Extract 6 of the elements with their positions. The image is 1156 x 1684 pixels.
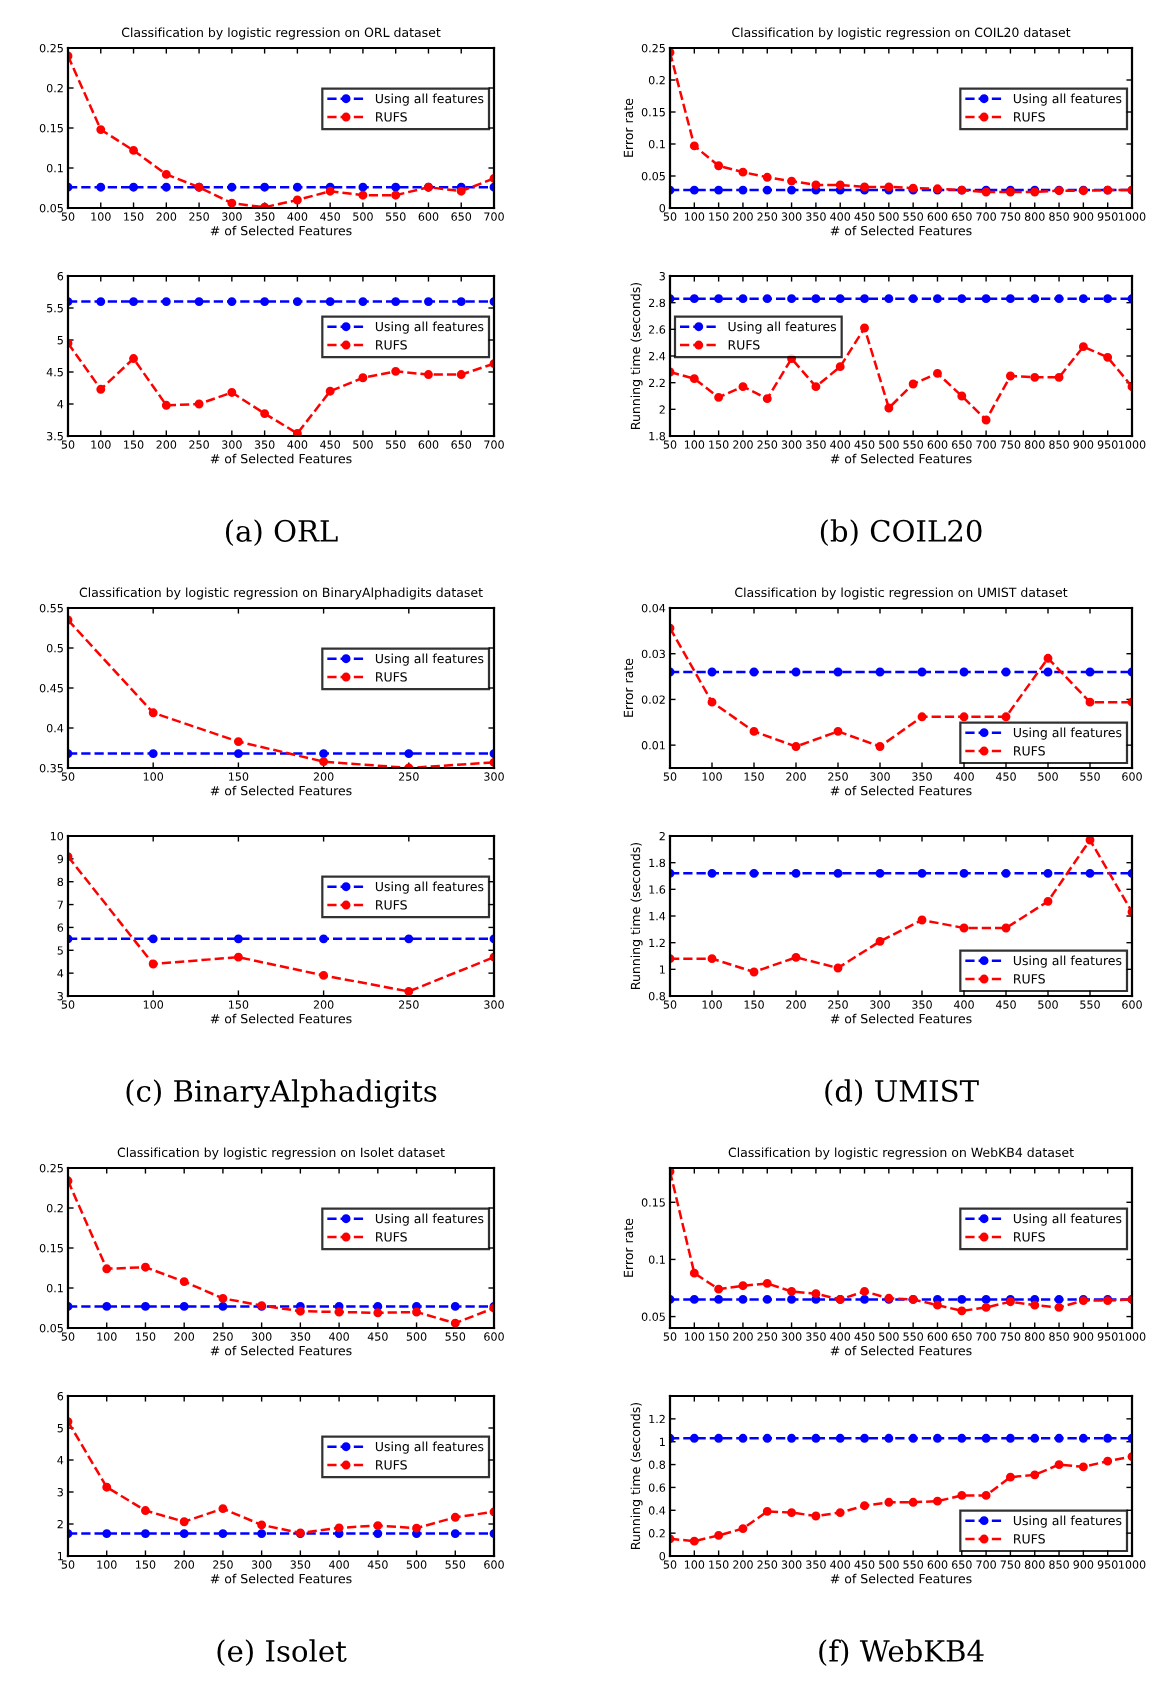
text: (a) ORL: [225, 519, 338, 547]
text: (c) BinaryAlphadigits: [126, 1079, 437, 1108]
text: (d) UMIST: [825, 1079, 979, 1107]
text: (f) WebKB4: [819, 1639, 984, 1667]
text: (b) COIL20: [820, 519, 982, 547]
text: (e) Isolet: [217, 1639, 347, 1667]
